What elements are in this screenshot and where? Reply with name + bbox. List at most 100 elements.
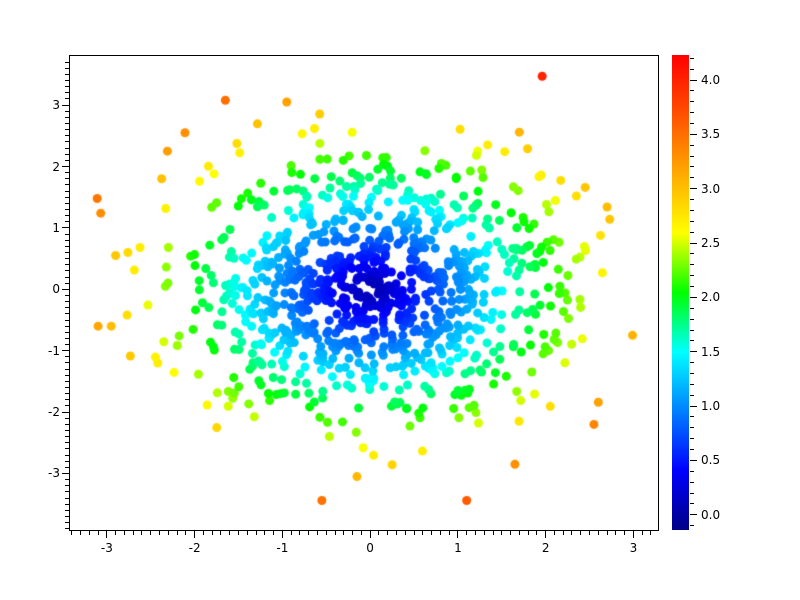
y-minor-tick bbox=[65, 221, 69, 223]
colorbar-minor-tick bbox=[690, 416, 694, 418]
colorbar-tick-labels: 4.0 3.5 3.0 2.5 2.0 1.5 1.0 0.5 0.0 bbox=[701, 55, 761, 530]
y-minor-tick bbox=[65, 528, 69, 530]
x-minor-tick bbox=[308, 531, 310, 535]
colorbar-major-tick bbox=[690, 405, 697, 407]
x-minor-tick bbox=[343, 531, 345, 535]
x-minor-tick bbox=[229, 531, 231, 535]
colorbar-tick-label: 4.0 bbox=[701, 72, 721, 87]
y-minor-tick bbox=[65, 153, 69, 155]
colorbar-major-tick bbox=[690, 133, 697, 135]
y-minor-tick bbox=[65, 67, 69, 69]
colorbar-major-tick bbox=[690, 514, 697, 516]
colorbar-minor-tick bbox=[690, 264, 694, 266]
y-minor-tick bbox=[65, 356, 69, 358]
colorbar-minor-tick bbox=[690, 438, 694, 440]
y-minor-tick bbox=[65, 202, 69, 204]
y-minor-tick bbox=[65, 491, 69, 493]
x-major-tick bbox=[457, 531, 459, 538]
y-tick-label: 2 bbox=[52, 159, 60, 174]
colorbar-minor-tick bbox=[690, 253, 694, 255]
colorbar-minor-tick bbox=[690, 481, 694, 483]
y-minor-tick bbox=[65, 503, 69, 505]
x-minor-tick bbox=[466, 531, 468, 535]
y-minor-tick bbox=[65, 436, 69, 438]
colorbar-minor-tick bbox=[690, 318, 694, 320]
y-minor-tick bbox=[65, 215, 69, 217]
y-minor-tick bbox=[65, 251, 69, 253]
x-minor-tick bbox=[624, 531, 626, 535]
colorbar-major-tick bbox=[690, 296, 697, 298]
y-minor-tick bbox=[65, 190, 69, 192]
colorbar-minor-tick bbox=[690, 525, 694, 527]
y-minor-tick bbox=[65, 258, 69, 260]
x-minor-tick bbox=[553, 531, 555, 535]
y-minor-tick bbox=[65, 430, 69, 432]
y-minor-tick bbox=[65, 141, 69, 143]
x-minor-tick bbox=[431, 531, 433, 535]
colorbar-minor-tick bbox=[690, 307, 694, 309]
x-minor-tick bbox=[176, 531, 178, 535]
x-minor-tick bbox=[238, 531, 239, 535]
y-tick-label: 3 bbox=[52, 98, 60, 113]
y-minor-tick bbox=[65, 380, 69, 382]
y-minor-tick bbox=[65, 282, 69, 284]
x-minor-tick bbox=[615, 531, 617, 535]
y-minor-tick bbox=[65, 319, 69, 321]
colorbar-minor-tick bbox=[690, 57, 694, 59]
x-minor-tick bbox=[562, 531, 564, 535]
x-minor-tick bbox=[220, 531, 222, 535]
y-tick-label: -2 bbox=[48, 405, 60, 420]
colorbar-minor-tick bbox=[690, 362, 694, 364]
x-minor-tick bbox=[202, 531, 204, 535]
y-minor-tick bbox=[65, 479, 69, 481]
y-minor-tick bbox=[65, 331, 69, 333]
y-minor-tick bbox=[65, 368, 69, 370]
colorbar-minor-tick bbox=[690, 383, 694, 385]
scatter-points-canvas bbox=[70, 56, 658, 530]
colorbar-minor-tick bbox=[690, 177, 694, 179]
y-minor-tick bbox=[65, 172, 69, 174]
y-tick-label: 0 bbox=[52, 282, 60, 297]
x-minor-tick bbox=[316, 531, 318, 535]
x-major-tick bbox=[106, 531, 108, 538]
colorbar-minor-tick bbox=[690, 329, 694, 331]
colorbar-minor-tick bbox=[690, 112, 694, 114]
y-minor-tick bbox=[65, 86, 69, 88]
y-minor-tick bbox=[65, 123, 69, 125]
colorbar-minor-tick bbox=[690, 492, 694, 494]
y-minor-tick bbox=[65, 497, 69, 499]
y-minor-tick bbox=[65, 92, 69, 94]
x-minor-tick bbox=[159, 531, 161, 535]
x-major-tick bbox=[369, 531, 371, 538]
colorbar-tick-label: 2.5 bbox=[701, 236, 721, 251]
x-minor-tick bbox=[501, 531, 503, 535]
y-minor-tick bbox=[65, 233, 69, 235]
colorbar-tick-label: 0.5 bbox=[701, 453, 721, 468]
colorbar-major-tick bbox=[690, 351, 697, 353]
x-major-tick bbox=[194, 531, 196, 538]
colorbar-tick-label: 2.0 bbox=[701, 290, 721, 305]
x-minor-tick bbox=[518, 531, 520, 535]
x-axis-tick-labels: -3 -2 -1 0 1 2 3 bbox=[70, 541, 658, 557]
colorbar-minor-tick bbox=[690, 199, 694, 201]
colorbar-minor-tick bbox=[690, 122, 694, 124]
colorbar-major-tick bbox=[690, 242, 697, 244]
x-minor-tick bbox=[536, 531, 538, 535]
colorbar-minor-tick bbox=[690, 101, 694, 103]
y-minor-tick bbox=[65, 147, 69, 149]
x-minor-tick bbox=[510, 531, 512, 535]
y-minor-tick bbox=[65, 399, 69, 401]
y-minor-tick bbox=[65, 178, 69, 180]
x-minor-tick bbox=[422, 531, 424, 535]
x-minor-tick bbox=[88, 531, 90, 535]
colorbar-minor-tick bbox=[690, 155, 694, 157]
y-major-tick bbox=[62, 104, 69, 106]
x-minor-tick bbox=[255, 531, 257, 535]
x-minor-tick bbox=[211, 531, 213, 535]
colorbar-minor-tick bbox=[690, 209, 694, 211]
colorbar-major-tick bbox=[690, 459, 697, 461]
x-minor-tick bbox=[492, 531, 494, 535]
x-minor-tick bbox=[395, 531, 397, 535]
y-tick-label: 1 bbox=[52, 220, 60, 235]
